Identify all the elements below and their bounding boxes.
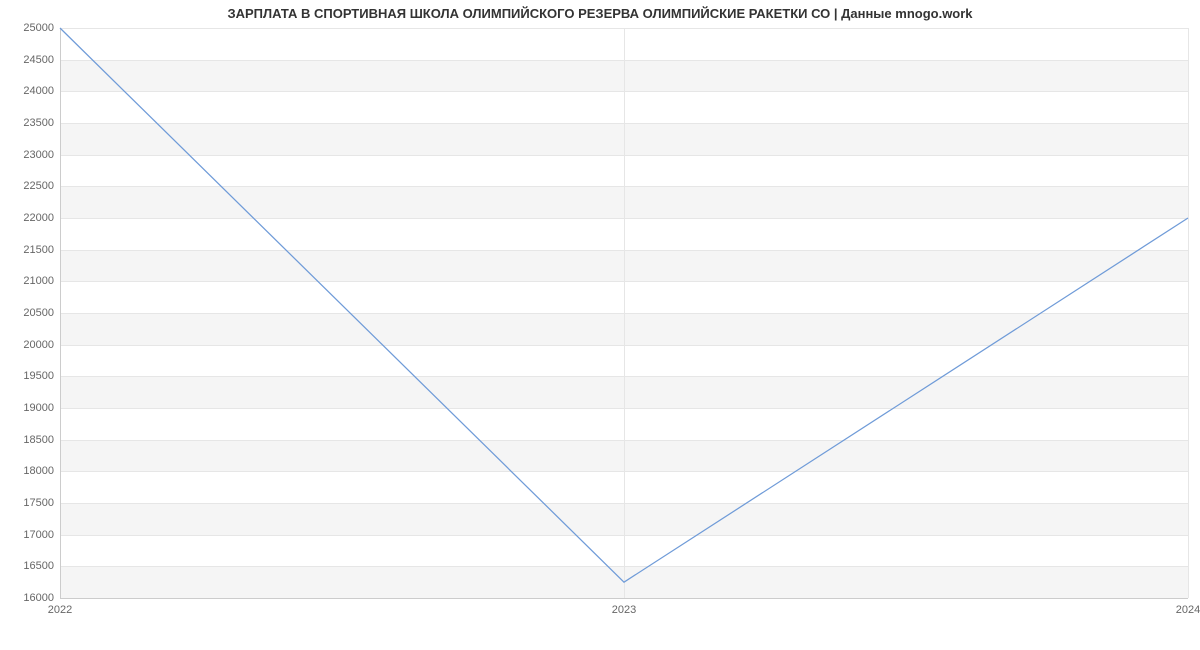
y-tick-label: 22000 [23,212,54,224]
x-tick-label: 2023 [612,604,636,616]
y-tick-label: 17500 [23,497,54,509]
x-axis-line [60,598,1188,599]
y-tick-label: 22500 [23,180,54,192]
y-tick-label: 21500 [23,244,54,256]
line-series [60,28,1188,598]
series-line [60,28,1188,582]
y-tick-label: 20000 [23,339,54,351]
y-tick-label: 21000 [23,275,54,287]
x-tick-label: 2022 [48,604,72,616]
salary-line-chart: ЗАРПЛАТА В СПОРТИВНАЯ ШКОЛА ОЛИМПИЙСКОГО… [0,0,1200,650]
v-grid-line [1188,28,1189,598]
y-tick-label: 23500 [23,117,54,129]
x-tick-label: 2024 [1176,604,1200,616]
y-tick-label: 16000 [23,592,54,604]
y-tick-label: 16500 [23,560,54,572]
y-tick-label: 18000 [23,465,54,477]
plot-area: 1600016500170001750018000185001900019500… [60,28,1188,598]
y-tick-label: 17000 [23,529,54,541]
y-tick-label: 25000 [23,22,54,34]
y-tick-label: 18500 [23,434,54,446]
y-tick-label: 19500 [23,370,54,382]
y-tick-label: 19000 [23,402,54,414]
y-tick-label: 24000 [23,85,54,97]
y-tick-label: 24500 [23,54,54,66]
y-tick-label: 20500 [23,307,54,319]
chart-title: ЗАРПЛАТА В СПОРТИВНАЯ ШКОЛА ОЛИМПИЙСКОГО… [0,6,1200,21]
y-tick-label: 23000 [23,149,54,161]
